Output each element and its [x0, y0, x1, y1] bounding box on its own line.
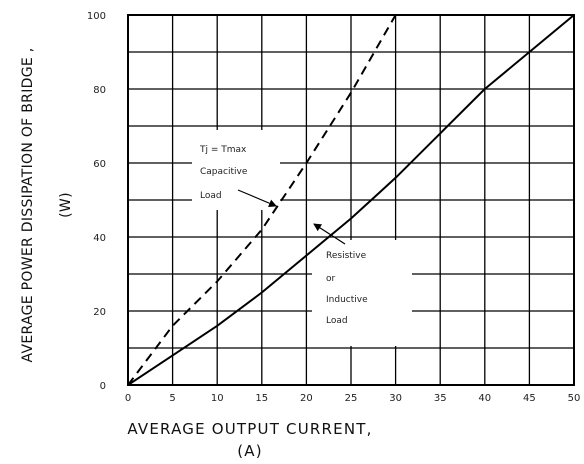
y-tick-label-1: 20	[93, 307, 106, 318]
annotation-capacitive-line2: Capacitive	[200, 167, 248, 177]
x-tick-label-1: 5	[169, 393, 175, 404]
x-axis-label-line1: AVERAGE OUTPUT CURRENT,	[127, 420, 372, 438]
y-tick-label-2: 40	[93, 233, 106, 244]
x-tick-label-7: 35	[434, 393, 447, 404]
annotation-resistive-line3: Inductive	[326, 295, 368, 305]
annotation-capacitive-arrow	[237, 189, 277, 207]
annotation-capacitive-line1: Tj = Tmax	[199, 145, 247, 155]
x-tick-label-0: 0	[125, 393, 131, 404]
x-tick-label-10: 50	[568, 393, 581, 404]
x-axis-label-line2: (A)	[237, 442, 263, 460]
annotation-capacitive-box	[192, 130, 280, 210]
series-line-resistive	[127, 14, 575, 386]
y-tick-label-3: 60	[93, 159, 106, 170]
annotation-backgrounds	[192, 130, 412, 346]
annotation-resistive-line1: Resistive	[326, 251, 367, 261]
plot-border	[127, 14, 575, 386]
annotation-capacitive: Tj = Tmax Capacitive Load	[199, 145, 277, 207]
x-tick-label-6: 30	[389, 393, 402, 404]
x-tick-label-5: 25	[345, 393, 358, 404]
annotation-resistive: Resistive or Inductive Load	[313, 223, 368, 326]
plot-frame	[127, 14, 575, 386]
annotation-capacitive-line3: Load	[200, 191, 222, 201]
series-line-capacitive	[127, 14, 397, 386]
annotation-resistive-arrow	[313, 223, 346, 245]
annotation-resistive-box	[312, 240, 412, 346]
y-tick-label-0: 0	[100, 381, 106, 392]
x-tick-label-8: 40	[478, 393, 491, 404]
y-axis-label-line2: (W)	[58, 192, 74, 218]
x-tick-label-2: 10	[211, 393, 224, 404]
y-tick-label-5: 100	[87, 11, 106, 22]
y-tick-label-4: 80	[93, 85, 106, 96]
x-tick-label-3: 15	[255, 393, 268, 404]
x-tick-label-9: 45	[523, 393, 536, 404]
annotation-resistive-line2: or	[326, 274, 336, 284]
series	[127, 14, 575, 386]
x-tick-label-4: 20	[300, 393, 313, 404]
y-axis-label-line1: AVERAGE POWER DISSIPATION OF BRIDGE ,	[20, 48, 36, 363]
tick-labels: 0 5 10 15 20 25 30 35 40 45 50 0 20 40 60 80 100	[87, 11, 580, 404]
annotation-resistive-line4: Load	[326, 316, 348, 326]
